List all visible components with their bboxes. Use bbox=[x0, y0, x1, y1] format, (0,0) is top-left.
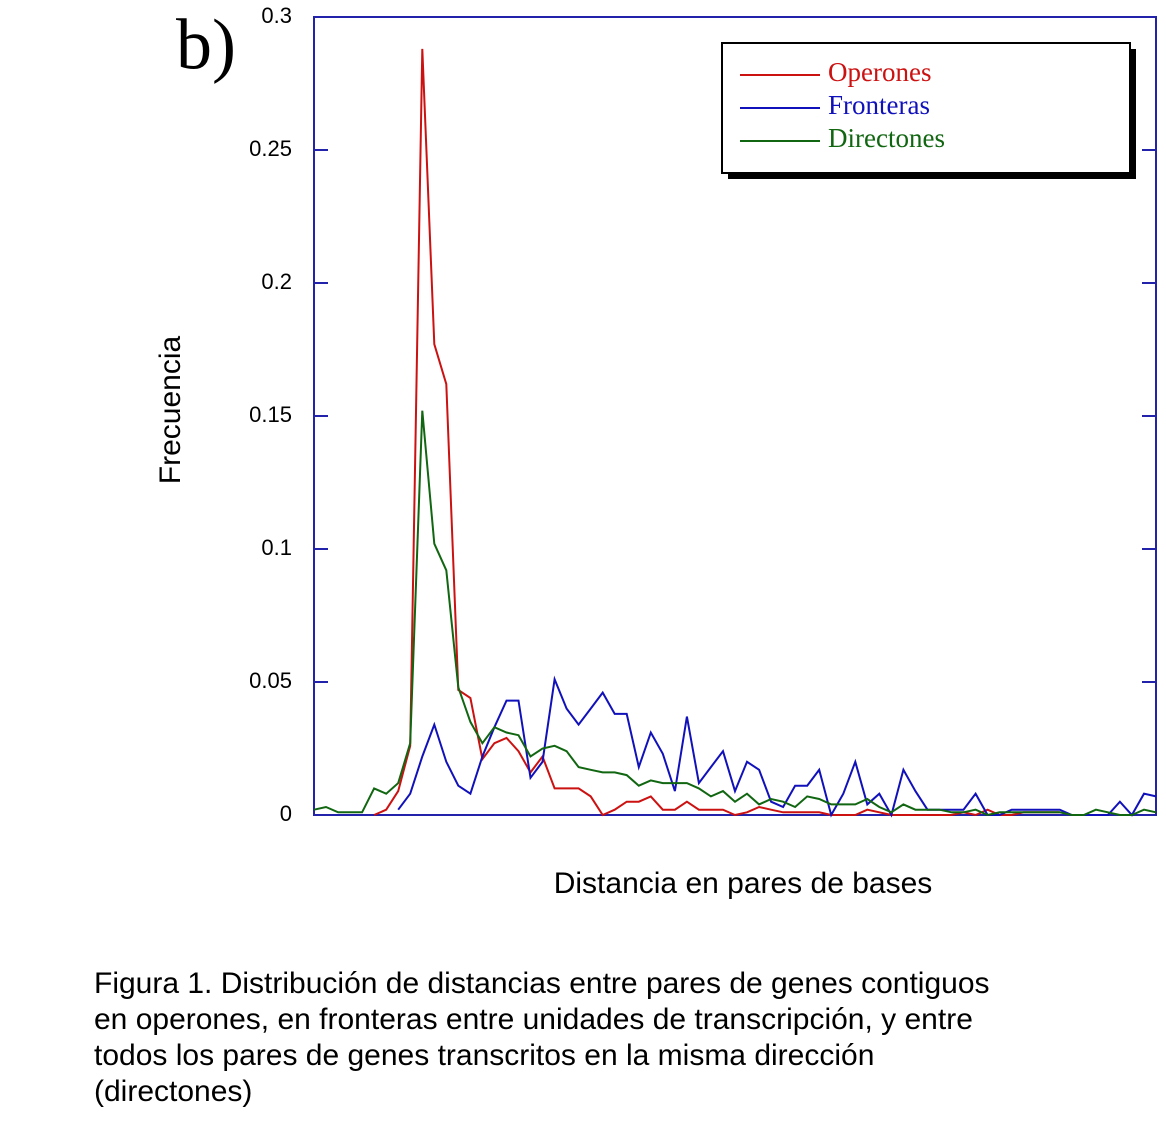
caption-line: en operones, en fronteras entre unidades… bbox=[94, 1003, 973, 1036]
y-tick-label: 0.15 bbox=[249, 402, 292, 427]
y-axis-label: Frecuencia bbox=[154, 335, 187, 484]
series-line bbox=[397, 675, 1157, 818]
caption-line: todos los pares de genes transcritos en … bbox=[94, 1039, 875, 1072]
x-axis-label: Distancia en pares de bases bbox=[554, 867, 933, 900]
y-tick-label: 0.3 bbox=[261, 3, 292, 28]
y-tick-label: 0.05 bbox=[249, 668, 292, 693]
chart: b) Frecuencia Distancia en pares de base… bbox=[154, 3, 1157, 900]
series-line bbox=[373, 48, 1060, 817]
series-line bbox=[313, 410, 1157, 817]
legend-label: Directones bbox=[828, 123, 945, 153]
y-tick-label: 0.2 bbox=[261, 269, 292, 294]
y-tick-label: 0.1 bbox=[261, 535, 292, 560]
legend-label: Fronteras bbox=[828, 90, 930, 120]
caption: Figura 1. Distribución de distancias ent… bbox=[94, 966, 990, 1110]
y-tick-label: 0.25 bbox=[249, 136, 292, 161]
caption-line: Figura 1. Distribución de distancias ent… bbox=[94, 967, 990, 1000]
caption-line: (directones) bbox=[94, 1075, 253, 1108]
panel-label: b) bbox=[176, 5, 236, 85]
legend-label: Operones bbox=[828, 57, 931, 87]
y-tick-label: 0 bbox=[280, 801, 292, 826]
